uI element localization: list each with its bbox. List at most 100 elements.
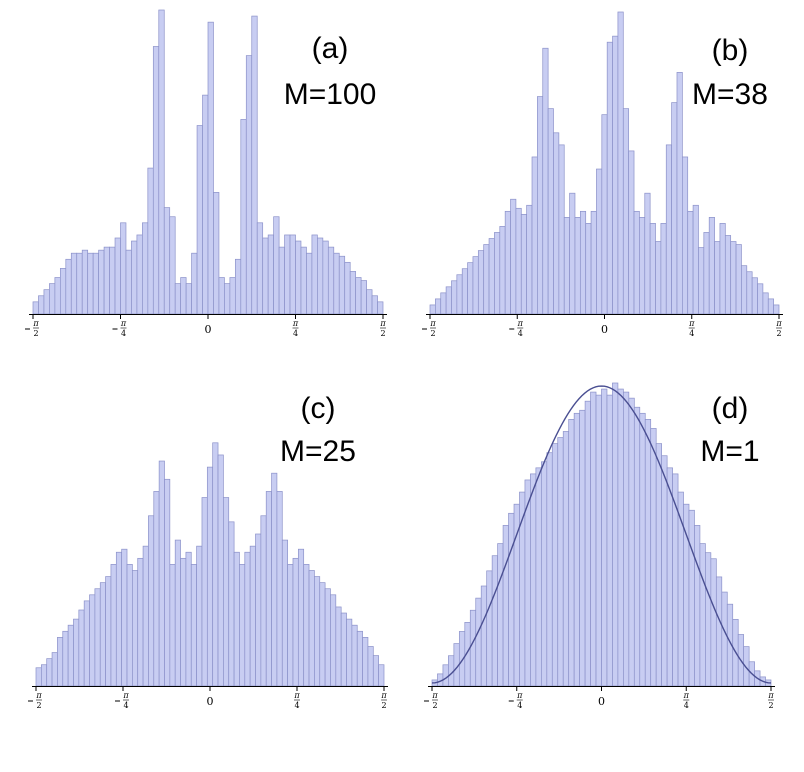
histogram-bar <box>59 268 67 315</box>
histogram-bar <box>751 277 758 315</box>
x-tick-label: π2 <box>767 691 774 710</box>
histogram-bar <box>440 292 447 315</box>
histogram-bar <box>579 409 586 687</box>
histogram-bar <box>105 576 112 687</box>
histogram-bar <box>715 576 723 687</box>
fit-curve <box>431 385 772 684</box>
histogram-bar <box>349 271 357 315</box>
histogram-bar <box>57 637 64 687</box>
x-tick-label: π4 <box>112 319 127 338</box>
histogram-bar <box>251 15 258 315</box>
histogram-bar <box>710 558 717 687</box>
histogram-bar <box>568 419 575 687</box>
tick-numerator: π <box>32 319 39 328</box>
histogram-bar <box>606 41 613 315</box>
histogram-bar <box>633 210 640 315</box>
histogram-bar <box>540 461 548 687</box>
histogram-bar <box>644 419 652 687</box>
histogram-bar <box>557 437 564 687</box>
histogram-bar <box>292 557 299 687</box>
histogram-bar <box>70 252 78 315</box>
histogram-bar <box>142 545 149 687</box>
histogram-bar <box>504 210 511 315</box>
histogram-bar <box>660 223 667 315</box>
histogram-bar <box>639 412 646 687</box>
histogram-bar <box>224 283 231 315</box>
histogram-bar <box>303 564 310 687</box>
tick-denominator: 4 <box>293 329 298 338</box>
histogram-bar <box>617 11 624 315</box>
x-tick-label: π4 <box>115 691 129 710</box>
histogram-bar <box>486 570 493 687</box>
histogram-bar <box>35 667 42 687</box>
histogram-bar <box>530 473 537 687</box>
panel-letter-label: (c) <box>301 392 336 425</box>
histogram-bar <box>40 664 48 687</box>
histogram-bar <box>508 512 515 687</box>
histogram-bar <box>267 234 274 315</box>
histogram-bar <box>546 452 553 687</box>
tick-numerator: π <box>767 691 774 700</box>
histogram-bar <box>206 466 214 687</box>
histogram-bar <box>131 240 138 315</box>
histogram-bar <box>152 46 160 315</box>
panel-letter-label: (a) <box>312 32 349 65</box>
x-tick-label: π2 <box>422 319 436 338</box>
histogram-bar <box>229 277 236 315</box>
tick-numerator: π <box>292 319 299 328</box>
x-tick-label: π4 <box>508 691 523 710</box>
histogram-bar <box>622 108 630 315</box>
histogram-bar <box>472 256 479 315</box>
histogram-bar <box>562 431 570 687</box>
histogram-bar <box>240 119 247 315</box>
x-tick-label-text: 0 <box>205 323 212 336</box>
histogram-bar <box>687 210 694 315</box>
histogram-bar <box>494 232 501 315</box>
tick-numerator: π <box>683 691 690 700</box>
histogram-bar <box>335 606 342 687</box>
histogram-bar <box>590 391 597 687</box>
histogram-bar <box>317 237 324 315</box>
histogram-bar <box>442 664 449 687</box>
histogram-bar <box>445 286 452 315</box>
histogram-bar <box>49 283 56 315</box>
histogram-bar <box>705 552 712 687</box>
histogram-bar <box>73 618 80 687</box>
histogram-bar <box>330 594 337 687</box>
x-tick-label: 0 <box>207 695 214 708</box>
histogram-bar <box>169 216 176 315</box>
histogram-bar <box>681 156 689 315</box>
histogram-bar <box>367 646 374 687</box>
histogram-bar <box>351 624 358 687</box>
histogram-bar <box>98 249 105 315</box>
x-tick-label: π4 <box>683 691 690 710</box>
histogram-bar <box>644 192 651 315</box>
histogram-bar <box>322 240 329 315</box>
histogram-bar <box>83 600 90 687</box>
histogram-bar <box>164 478 171 687</box>
histogram-bar <box>360 280 367 315</box>
histogram-bar <box>639 217 646 315</box>
histogram-bar <box>719 223 726 315</box>
histogram-bar <box>115 551 123 687</box>
histogram-bar <box>92 252 99 315</box>
x-tick-label: π2 <box>424 691 438 710</box>
histogram-bar <box>262 237 269 315</box>
panel-m-annotation: M=38 <box>692 78 768 111</box>
x-tick-label: π2 <box>28 691 42 710</box>
tick-denominator: 2 <box>36 701 41 710</box>
histogram-bar <box>703 232 710 315</box>
histogram-bar <box>724 235 732 315</box>
histogram-bar <box>708 217 715 315</box>
histogram-bar <box>324 588 331 687</box>
histogram-bar <box>606 394 613 687</box>
histogram-bar <box>767 298 774 315</box>
histogram-bar <box>612 35 619 315</box>
histogram-bar <box>467 262 474 315</box>
tick-denominator: 4 <box>689 329 694 338</box>
histogram-bar <box>356 630 363 687</box>
histogram-bar <box>67 624 74 687</box>
histogram-bar <box>340 612 347 687</box>
